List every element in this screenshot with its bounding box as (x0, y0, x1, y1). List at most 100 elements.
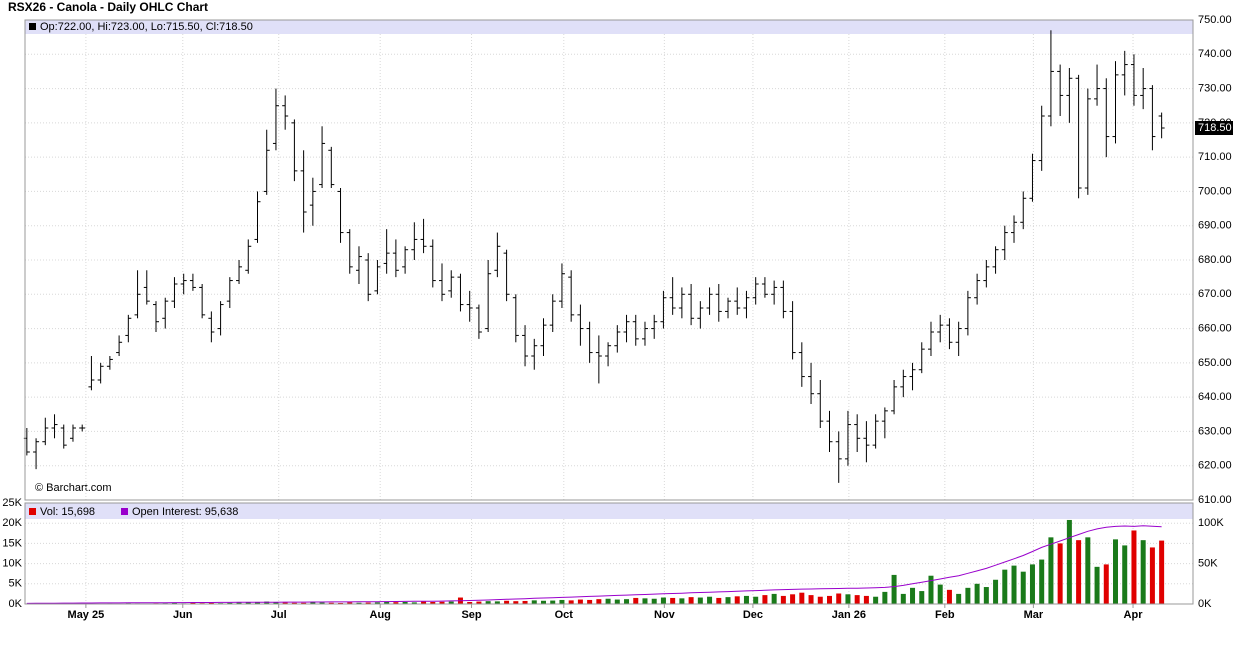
volume-bar (245, 602, 251, 604)
volume-bar (928, 575, 934, 604)
volume-bar (476, 601, 482, 604)
x-tick-label: Sep (461, 609, 481, 621)
volume-bar (1122, 545, 1128, 604)
volume-bar (946, 589, 952, 604)
volume-bar (660, 597, 666, 604)
volume-bar (956, 593, 962, 604)
x-tick-label: Feb (935, 609, 955, 621)
volume-bar (670, 597, 676, 604)
volume-bar (965, 587, 971, 604)
volume-bar (817, 596, 823, 604)
volume-bar (338, 602, 344, 604)
legend-label: Open Interest: 95,638 (132, 506, 238, 518)
y-tick-label: 750.00 (1198, 14, 1232, 26)
volume-bar (614, 599, 620, 604)
price-plot (25, 20, 1193, 500)
volume-bar (504, 600, 510, 604)
volume-bar (1048, 537, 1054, 604)
volume-bar (467, 601, 473, 604)
legend-swatch (29, 508, 36, 515)
volume-bar (568, 600, 574, 604)
volume-bar (707, 596, 713, 604)
volume-bar (1076, 540, 1082, 604)
volume-bar (937, 584, 943, 604)
open-interest-line (26, 525, 1162, 604)
volume-bar (974, 583, 980, 604)
last-price-box (1195, 121, 1233, 135)
volume-bar (485, 601, 491, 604)
volume-bar (1085, 537, 1091, 604)
y2-tick-label: 0K (1198, 598, 1212, 610)
y-tick-label: 650.00 (1198, 357, 1232, 369)
x-tick-label: Dec (743, 609, 763, 621)
volume-bar (679, 598, 685, 604)
volume-bar (1020, 571, 1026, 604)
volume-bar (910, 587, 916, 604)
volume-bar (384, 601, 390, 604)
price-legend-band (25, 20, 1193, 34)
y-tick-label: 25K (2, 497, 22, 509)
x-tick-label: Oct (555, 609, 574, 621)
x-tick-label: Jun (173, 609, 193, 621)
volume-bar (411, 602, 417, 604)
y-tick-label: 620.00 (1198, 460, 1232, 472)
volume-bar (743, 595, 749, 604)
volume-bar (365, 602, 371, 604)
volume-bar (651, 598, 657, 604)
volume-bar (624, 599, 630, 604)
volume-bar (310, 602, 316, 604)
volume-bar (697, 597, 703, 604)
y-tick-label: 630.00 (1198, 425, 1232, 437)
y-tick-label: 15K (2, 537, 22, 549)
volume-bar (301, 602, 307, 604)
volume-bar (1140, 540, 1146, 604)
x-tick-label: May 25 (68, 609, 105, 621)
y-tick-label: 700.00 (1198, 185, 1232, 197)
volume-bar (171, 602, 177, 604)
y-tick-label: 710.00 (1198, 151, 1232, 163)
volume-bar (1149, 547, 1155, 604)
volume-bar (273, 602, 279, 604)
volume-bar (1131, 530, 1137, 604)
volume-bar (826, 595, 832, 604)
y-tick-label: 20K (2, 517, 22, 529)
volume-bar (448, 601, 454, 604)
volume-bar (550, 600, 556, 604)
volume-bar (1057, 543, 1063, 604)
volume-bar (854, 595, 860, 604)
volume-bar (236, 602, 242, 604)
volume-bar (430, 601, 436, 604)
price-frame (24, 19, 1194, 501)
y2-tick-label: 50K (1198, 558, 1218, 570)
volume-bar (282, 602, 288, 604)
chart-title: RSX26 - Canola - Daily OHLC Chart (8, 0, 208, 14)
volume-bar (605, 598, 611, 604)
volume-bar (688, 597, 694, 604)
y-tick-label: 640.00 (1198, 391, 1232, 403)
volume-frame (24, 502, 1194, 605)
y-tick-label: 730.00 (1198, 82, 1232, 94)
volume-bar (642, 598, 648, 604)
volume-bar (790, 594, 796, 604)
volume-bar (725, 597, 731, 604)
x-tick-label: Jan 26 (832, 609, 866, 621)
y-tick-label: 610.00 (1198, 494, 1232, 506)
volume-bar (891, 574, 897, 604)
volume-bar (439, 601, 445, 604)
volume-bar (328, 602, 334, 604)
volume-bar (919, 591, 925, 604)
legend-swatch (29, 23, 36, 30)
credit: © Barchart.com (35, 482, 112, 494)
volume-bar (1094, 566, 1100, 604)
y-tick-label: 670.00 (1198, 288, 1232, 300)
last-price-label: 718.50 (1198, 122, 1232, 134)
volume-bar (873, 596, 879, 604)
y-tick-label: 10K (2, 558, 22, 570)
volume-bar (863, 595, 869, 604)
volume-bar (1113, 539, 1119, 604)
legend-label: Vol: 15,698 (40, 506, 95, 518)
volume-bar (633, 597, 639, 604)
volume-bar (393, 602, 399, 604)
